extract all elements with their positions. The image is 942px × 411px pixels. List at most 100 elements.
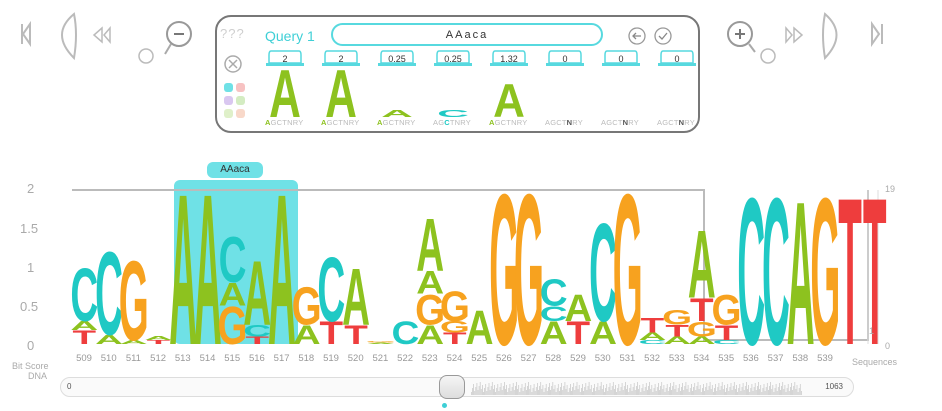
- position-label[interactable]: 513: [174, 353, 191, 364]
- coverage-bar: [781, 386, 782, 395]
- query-column[interactable]: 0 AGCTNRY: [657, 49, 713, 129]
- weight-bucket-icon: [546, 50, 584, 66]
- sequence-scrollbar[interactable]: 0 1063: [60, 375, 854, 399]
- coverage-bar: [772, 385, 774, 395]
- undo-icon[interactable]: [628, 27, 648, 47]
- jump-forward-icon[interactable]: [822, 12, 838, 61]
- position-label[interactable]: 526: [495, 353, 512, 364]
- weight-bucket-icon: A: [266, 50, 304, 121]
- coverage-bar: [621, 383, 623, 395]
- coverage-bar: [706, 383, 708, 395]
- position-label[interactable]: 524: [446, 353, 463, 364]
- position-label[interactable]: 528: [545, 353, 562, 364]
- position-label[interactable]: 525: [471, 353, 488, 364]
- zoom-out-icon[interactable]: [164, 21, 192, 55]
- logo-letter-T: T: [443, 330, 467, 348]
- query-sequence-input[interactable]: AAaca: [331, 23, 603, 46]
- coverage-bar: [527, 386, 528, 395]
- palette-swatch[interactable]: [224, 83, 233, 92]
- query-column[interactable]: A 2 AGCTNRY: [321, 49, 377, 129]
- palette-swatch[interactable]: [236, 96, 245, 105]
- query-column[interactable]: 0 AGCTNRY: [601, 49, 657, 129]
- scroll-end-label: 1063: [825, 382, 843, 391]
- position-label[interactable]: 536: [742, 353, 759, 364]
- position-label[interactable]: 533: [668, 353, 685, 364]
- position-label[interactable]: 539: [817, 353, 833, 364]
- coverage-bar: [710, 389, 712, 395]
- coverage-bar: [568, 388, 570, 395]
- coverage-bar: [530, 385, 532, 395]
- position-label[interactable]: 529: [570, 353, 586, 364]
- check-icon[interactable]: [654, 27, 674, 47]
- position-label[interactable]: 521: [372, 353, 389, 364]
- jump-last-icon[interactable]: [871, 20, 883, 48]
- position-label[interactable]: 511: [125, 353, 141, 364]
- position-label[interactable]: 531: [619, 353, 636, 364]
- coverage-bar: [496, 388, 498, 395]
- position-label[interactable]: 518: [298, 353, 315, 364]
- position-label[interactable]: 530: [594, 353, 611, 364]
- coverage-bar: [725, 392, 726, 395]
- position-label[interactable]: 532: [644, 353, 661, 364]
- coverage-bar: [575, 386, 577, 395]
- position-label[interactable]: 510: [100, 353, 117, 364]
- highlight-label[interactable]: AAaca: [207, 162, 263, 178]
- position-label[interactable]: 512: [150, 353, 167, 364]
- logo-letter-T: T: [641, 313, 665, 337]
- coverage-bar: [488, 383, 490, 395]
- logo-letter-G: G: [712, 286, 742, 334]
- query-column[interactable]: C 0.25 AGCTNRY: [433, 49, 489, 129]
- coverage-bar: [670, 383, 671, 395]
- coverage-bar: [557, 384, 559, 395]
- y-axis-label: Bit Score: [12, 361, 49, 371]
- query-column[interactable]: 0 AGCTNRY: [545, 49, 601, 129]
- position-label[interactable]: 534: [693, 353, 710, 364]
- coverage-bar: [593, 388, 594, 395]
- jump-first-icon[interactable]: [21, 20, 31, 48]
- coverage-bar: [716, 391, 718, 395]
- palette-swatch[interactable]: [236, 109, 245, 118]
- zoom-in-icon[interactable]: [727, 21, 756, 53]
- coverage-bar: [475, 387, 477, 395]
- position-label[interactable]: 517: [273, 353, 290, 364]
- position-label[interactable]: 509: [76, 353, 92, 364]
- position-label[interactable]: 538: [792, 353, 809, 364]
- position-label[interactable]: 523: [421, 353, 438, 364]
- alphabet-label: AGCTNRY: [489, 118, 528, 127]
- step-forward-icon[interactable]: [785, 25, 804, 45]
- coverage-bar: [681, 387, 682, 395]
- coverage-bar: [787, 384, 789, 395]
- position-label[interactable]: 537: [767, 353, 784, 364]
- coverage-bar: [535, 387, 537, 395]
- query-column[interactable]: A 0.25 AGCTNRY: [377, 49, 433, 129]
- coverage-bar: [523, 387, 525, 395]
- coverage-bar: [505, 389, 506, 395]
- position-label[interactable]: 527: [520, 353, 537, 364]
- coverage-bar: [715, 384, 716, 395]
- position-label[interactable]: 514: [199, 353, 216, 364]
- position-label[interactable]: 519: [323, 353, 339, 364]
- weight-bucket-icon: A: [322, 50, 360, 121]
- query-column[interactable]: A 1.32 AGCTNRY: [489, 49, 545, 129]
- scroll-thumb[interactable]: [439, 375, 465, 399]
- redo-nav-icon[interactable]: [760, 48, 776, 64]
- undo-nav-icon[interactable]: [138, 48, 154, 64]
- coverage-bar: [571, 391, 572, 395]
- query-column[interactable]: A 2 AGCTNRY: [265, 49, 321, 129]
- palette-swatch[interactable]: [224, 96, 233, 105]
- palette-swatch[interactable]: [236, 83, 245, 92]
- logo-letter-T: T: [715, 321, 739, 345]
- position-label[interactable]: 515: [224, 353, 241, 364]
- logo-letter-G: G: [119, 238, 149, 364]
- coverage-bar: [705, 387, 707, 395]
- position-label[interactable]: 516: [248, 353, 265, 364]
- jump-back-icon[interactable]: [61, 12, 77, 61]
- palette-swatch[interactable]: [224, 109, 233, 118]
- step-back-icon[interactable]: [92, 25, 111, 45]
- position-label[interactable]: 522: [397, 353, 414, 364]
- coverage-bar: [688, 392, 690, 395]
- close-icon[interactable]: [223, 54, 243, 74]
- position-label[interactable]: 535: [718, 353, 735, 364]
- weight-label: 0: [562, 54, 568, 64]
- position-label[interactable]: 520: [347, 353, 364, 364]
